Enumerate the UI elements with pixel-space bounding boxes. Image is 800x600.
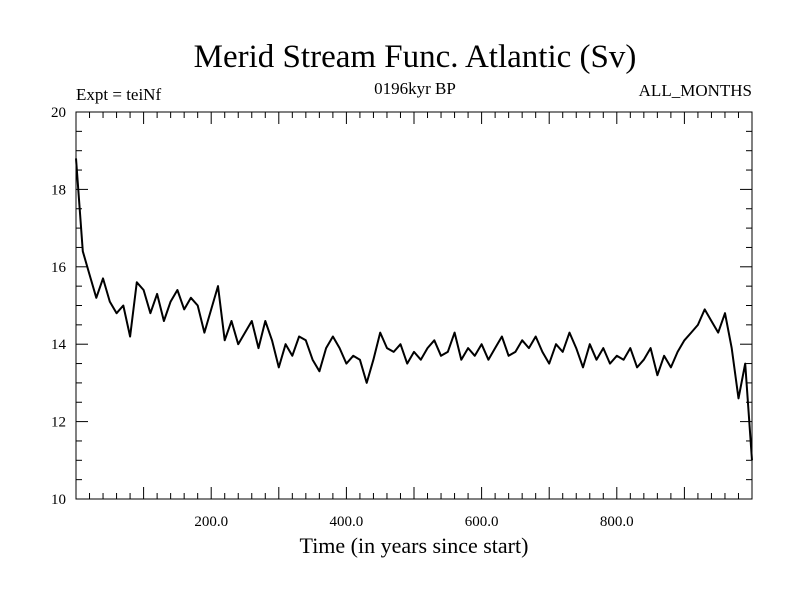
period-label: 0196kyr BP <box>374 79 456 98</box>
experiment-label: Expt = teiNf <box>76 85 161 104</box>
y-tick-label: 12 <box>51 415 66 431</box>
plot-frame <box>75 111 753 500</box>
tick-labels: 200.0 400.0 600.0 800.0 10 12 14 16 18 20 <box>51 105 634 530</box>
x-tick-label: 600.0 <box>465 514 499 530</box>
chart-title: Merid Stream Func. Atlantic (Sv) <box>194 39 637 75</box>
y-tick-label: 18 <box>51 182 66 198</box>
series-line <box>75 158 753 461</box>
x-axis-title: Time (in years since start) <box>300 533 529 558</box>
months-label: ALL_MONTHS <box>639 81 752 100</box>
x-tick-label: 200.0 <box>194 514 228 530</box>
tick-marks <box>76 112 752 499</box>
y-tick-label: 10 <box>51 492 66 508</box>
y-tick-label: 14 <box>51 337 67 353</box>
x-tick-label: 800.0 <box>600 514 634 530</box>
y-tick-label: 20 <box>51 105 66 121</box>
y-tick-label: 16 <box>51 260 67 276</box>
x-tick-label: 400.0 <box>330 514 364 530</box>
